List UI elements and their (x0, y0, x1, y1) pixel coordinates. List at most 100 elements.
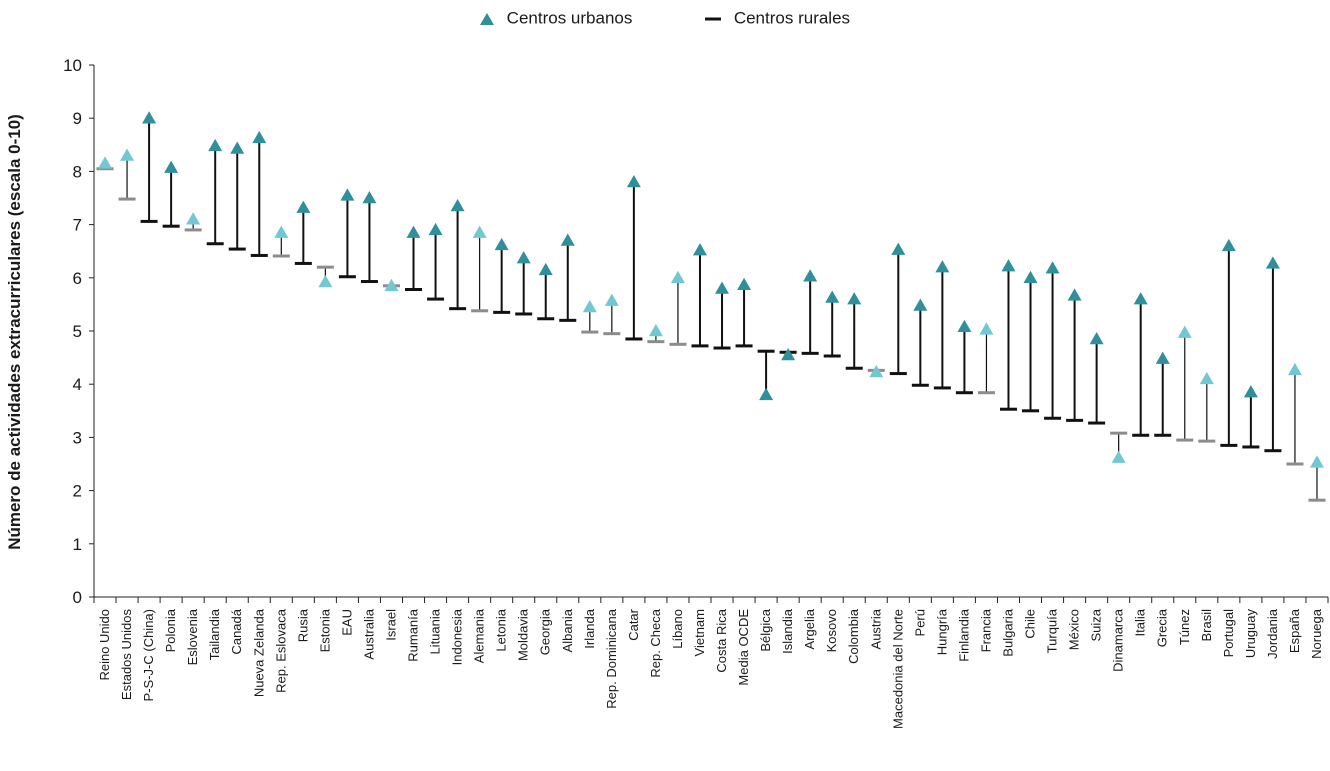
rural-marker (1176, 438, 1194, 442)
rural-marker (338, 275, 356, 279)
urban-marker (1089, 331, 1104, 345)
rural-marker (581, 330, 599, 334)
rural-marker (1154, 433, 1172, 437)
urban-marker (715, 281, 730, 294)
urban-marker (208, 138, 223, 152)
rural-marker (1110, 431, 1128, 435)
urban-marker (98, 156, 113, 169)
x-tick-label: Jordania (1265, 608, 1280, 659)
urban-marker (1067, 288, 1082, 301)
x-tick-label: Letonia (494, 608, 509, 651)
urban-marker (582, 300, 597, 313)
urban-marker (1023, 270, 1038, 284)
rural-marker (493, 310, 511, 314)
urban-marker (318, 275, 333, 288)
rural-marker (471, 309, 489, 313)
urban-marker (362, 191, 377, 204)
y-tick-label: 5 (73, 322, 82, 341)
x-tick-label: Colombia (846, 608, 861, 664)
x-tick-label: Alemania (472, 608, 487, 663)
urban-marker (626, 175, 641, 188)
x-tick-label: Hungría (934, 608, 949, 655)
x-tick-label: Rusia (295, 608, 310, 642)
dash-icon (705, 17, 722, 21)
urban-marker (274, 225, 289, 238)
axes (93, 65, 1329, 603)
chart-marks (96, 111, 1326, 502)
y-tick-label: 4 (73, 375, 82, 394)
rural-marker (889, 372, 907, 376)
urban-marker (781, 347, 796, 361)
x-tick-label: Moldavia (516, 608, 531, 661)
x-tick-label: Uruguay (1243, 609, 1258, 659)
rural-marker (427, 297, 445, 301)
y-tick-label: 7 (73, 216, 82, 235)
x-tick-label: Portugal (1221, 609, 1236, 658)
urban-marker (1177, 325, 1192, 338)
legend-label-urban: Centros urbanos (506, 8, 633, 28)
rural-marker (757, 349, 775, 353)
legend-item-urban: Centros urbanos (479, 8, 633, 29)
rural-marker (999, 407, 1017, 411)
x-tick-label: Costa Rica (714, 608, 729, 672)
x-tick-label: Chile (1023, 609, 1038, 639)
x-tick-label: Polonia (163, 608, 178, 652)
x-tick-label: Rep. Dominicana (604, 608, 619, 708)
rural-marker (140, 219, 158, 223)
urban-marker (825, 290, 840, 303)
x-tick-label: Vietnam (692, 609, 707, 656)
x-tick-label: México (1067, 609, 1082, 650)
urban-marker (164, 160, 179, 173)
rural-marker (96, 167, 114, 171)
urban-marker (340, 188, 355, 201)
x-tick-label: Media OCDE (736, 609, 751, 686)
urban-marker (1133, 292, 1148, 305)
rural-marker (272, 254, 290, 258)
urban-marker (428, 222, 443, 236)
urban-marker (803, 269, 818, 282)
x-tick-label: Bulgaria (1000, 608, 1015, 656)
x-tick-label: Italia (1133, 608, 1148, 636)
rural-marker (1286, 462, 1304, 466)
rural-marker (1308, 498, 1326, 502)
x-tick-label: P-S-J-C (China) (141, 609, 156, 701)
urban-marker (759, 387, 774, 401)
urban-marker (869, 364, 884, 378)
y-tick-label: 1 (73, 535, 82, 554)
urban-marker (1045, 261, 1060, 274)
x-tick-label: Irlanda (582, 608, 597, 649)
x-tick-label: Albania (560, 608, 575, 652)
rural-marker (1242, 445, 1260, 449)
urban-marker (891, 242, 906, 255)
rural-marker (449, 307, 467, 311)
x-tick-label: Argelia (802, 608, 817, 649)
rural-marker (228, 247, 246, 251)
urban-marker (406, 225, 421, 238)
x-tick-label: Rep. Eslovaca (273, 608, 288, 693)
rural-marker (977, 391, 995, 395)
rural-marker (206, 242, 224, 246)
urban-marker (472, 225, 487, 238)
urban-marker (560, 233, 575, 246)
urban-marker (384, 278, 399, 292)
rural-marker (625, 337, 643, 341)
x-tick-label: Bélgica (758, 608, 773, 651)
rural-marker (405, 288, 423, 292)
x-tick-label: Austria (868, 608, 883, 649)
urban-marker (1243, 385, 1258, 398)
urban-marker (538, 262, 553, 276)
x-tick-label: Islandia (780, 608, 795, 654)
rural-marker (955, 391, 973, 395)
x-tick-label: Dinamarca (1111, 608, 1126, 672)
rural-marker (537, 317, 555, 321)
x-tick-label: Finlandia (956, 608, 971, 662)
rural-marker (1132, 433, 1150, 437)
urban-marker (1001, 259, 1016, 272)
x-tick-label: España (1287, 608, 1302, 653)
urban-marker (1221, 238, 1236, 252)
rural-marker (1044, 416, 1062, 420)
rural-marker (316, 265, 334, 269)
rural-marker (559, 318, 577, 322)
urban-marker (979, 322, 994, 335)
